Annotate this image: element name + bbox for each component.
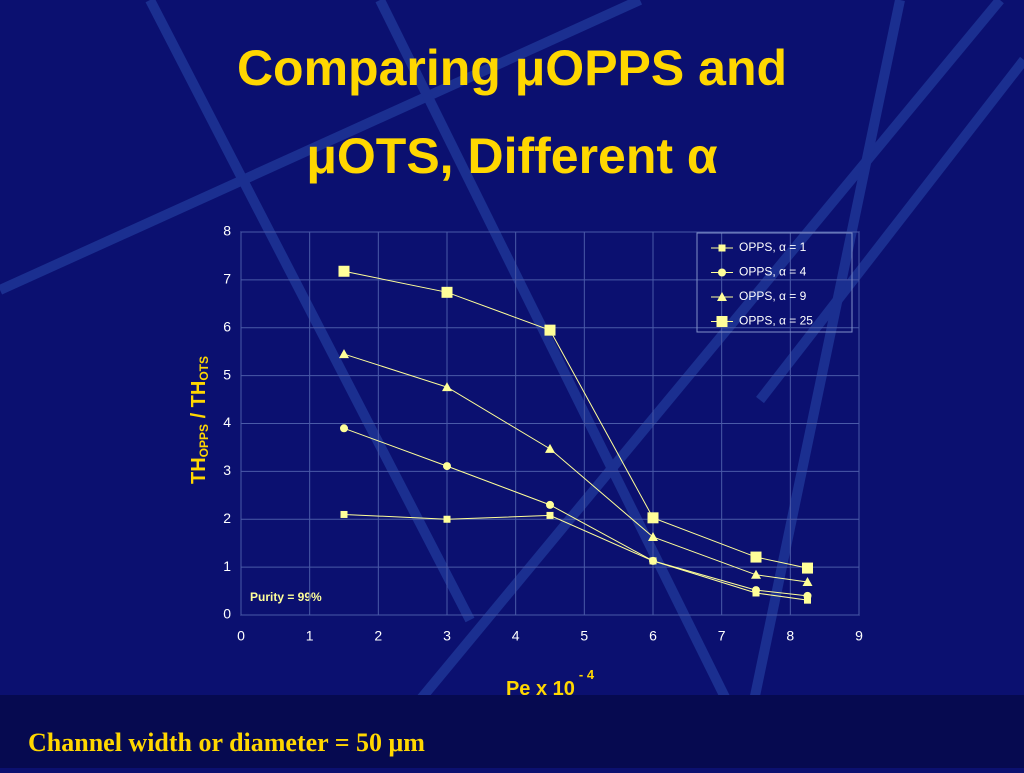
x-tick-label: 5: [580, 628, 588, 644]
marker: [339, 349, 349, 359]
y-tick-label: 3: [223, 462, 231, 478]
marker: [544, 324, 556, 336]
x-label-part: Pe x 10: [506, 678, 575, 700]
marker: [752, 586, 760, 595]
footer-band: [0, 695, 1024, 768]
x-tick-label: 1: [306, 628, 314, 644]
marker: [802, 562, 813, 574]
legend-label: OPPS, α = 25: [739, 314, 813, 328]
annotation: Purity = 99%: [250, 590, 322, 604]
legend-label: OPPS, α = 9: [739, 289, 807, 303]
marker: [751, 569, 761, 579]
marker: [750, 551, 762, 563]
marker: [443, 462, 451, 471]
series-line: [343, 270, 808, 569]
y-tick-label: 4: [223, 414, 231, 430]
series-line: [343, 427, 808, 597]
x-axis-label: Pe x 10 - 4: [506, 667, 595, 700]
y-label-sub: OTS: [197, 356, 211, 381]
marker: [802, 576, 813, 586]
marker: [441, 286, 453, 298]
legend-label: OPPS, α = 4: [739, 265, 807, 279]
x-tick-label: 0: [237, 628, 245, 644]
y-label-part: / TH: [188, 381, 210, 424]
y-axis-label: THOPPS / THOTS: [188, 356, 211, 484]
x-tick-label: 7: [718, 628, 726, 644]
y-tick-label: 2: [223, 510, 231, 526]
marker: [718, 244, 726, 252]
marker: [717, 292, 727, 301]
y-tick-label: 8: [223, 223, 231, 239]
title-line: Comparing μOPPS and: [237, 40, 787, 96]
y-tick-label: 0: [223, 606, 231, 622]
x-tick-label: 9: [855, 628, 863, 644]
x-tick-label: 4: [512, 628, 520, 644]
title-line: μOTS, Different α: [306, 128, 718, 184]
marker: [546, 511, 554, 519]
x-label-sup: - 4: [579, 667, 595, 682]
y-tick-label: 7: [223, 271, 231, 287]
marker: [546, 500, 554, 509]
series-line: [343, 353, 808, 583]
marker: [804, 596, 811, 604]
marker: [718, 268, 726, 277]
series-line: [343, 513, 808, 601]
y-tick-label: 1: [223, 558, 231, 574]
marker: [442, 382, 452, 392]
y-tick-label: 6: [223, 318, 231, 334]
marker: [545, 443, 555, 453]
legend-box: [696, 232, 853, 333]
marker: [338, 265, 350, 277]
x-tick-label: 3: [443, 628, 451, 644]
marker: [649, 556, 657, 565]
marker: [443, 515, 451, 523]
marker: [647, 512, 659, 524]
marker: [648, 531, 658, 541]
marker: [803, 591, 812, 600]
y-label-sub: OPPS: [197, 424, 211, 457]
x-tick-label: 8: [786, 628, 794, 644]
x-tick-label: 6: [649, 628, 657, 644]
footer: Channel width or diameter = 50 μm: [28, 728, 425, 757]
legend-label: OPPS, α = 1: [739, 240, 807, 254]
marker: [340, 424, 348, 433]
marker: [340, 510, 348, 518]
marker: [716, 316, 728, 327]
x-tick-label: 2: [374, 628, 382, 644]
y-label-part: TH: [188, 457, 210, 484]
y-tick-label: 5: [223, 366, 231, 382]
